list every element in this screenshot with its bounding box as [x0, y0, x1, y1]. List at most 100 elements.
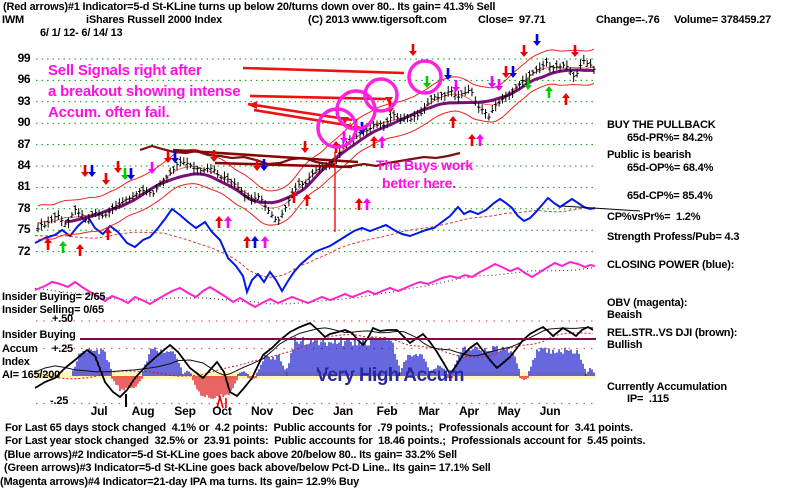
insider-buying-count: Insider Buying= 2/65: [2, 291, 106, 303]
sell-arrow: [148, 162, 156, 174]
buy-pullback-note: BUY THE PULLBACK: [607, 119, 716, 131]
obv-label: OBV (magenta):: [607, 297, 688, 309]
price-tick-label: 99: [17, 51, 31, 65]
price-tick-label: 78: [17, 200, 31, 215]
buy-arrow: [251, 236, 259, 248]
month-tick-label: Oct: [212, 404, 232, 418]
buy-arrow: [303, 194, 312, 206]
sell-arrow: [533, 34, 541, 46]
buy-arrow: [290, 191, 299, 203]
sell-arrow: [210, 150, 218, 162]
copyright: (C) 2013 www.tigersoft.com: [308, 14, 447, 26]
footer-magenta-arrows-legend: (Magenta arrows)#4 Indicator=21-day IPA …: [0, 476, 360, 488]
price-tick-label: 87: [17, 136, 31, 151]
sell-arrow: [127, 168, 135, 180]
rel-str-label: REL.STR..VS DJI (brown):: [607, 327, 738, 339]
annotation-sell-signals-1: Sell Signals right after: [48, 62, 202, 79]
footer-year-stats: For Last year stock changed 32.5% or 23.…: [5, 435, 646, 447]
breakout-circle-annotation: [407, 59, 443, 95]
month-tick-label: Jul: [90, 404, 108, 418]
price-tick-label: 93: [17, 93, 31, 108]
buy-arrow: [224, 216, 232, 228]
sell-arrow: [253, 159, 261, 171]
sell-arrow: [340, 131, 349, 143]
buy-arrow: [562, 93, 570, 105]
buy-arrow: [355, 198, 364, 210]
insider-buying-label: Insider Buying: [2, 329, 76, 341]
month-tick-label: Mar: [418, 404, 440, 418]
cp-vs-pr: CP%vsPr%= 1.2%: [607, 211, 701, 223]
sell-arrow: [495, 79, 504, 91]
insider-selling-count: Insider Selling= 0/65: [2, 304, 104, 316]
ai-value: AI= 165/200: [2, 369, 61, 381]
accum-label: Accum: [2, 343, 38, 355]
sell-arrow: [171, 151, 179, 163]
sell-arrow: [488, 76, 497, 88]
sell-arrow: [444, 68, 453, 80]
closing-power-label: CLOSING POWER (blue):: [607, 259, 735, 271]
sell-arrow: [502, 66, 511, 78]
month-tick-label: Apr: [458, 404, 480, 418]
sell-arrow: [409, 44, 418, 56]
sell-arrow: [102, 173, 110, 185]
close-value: Close= 97.71: [478, 14, 546, 26]
buy-arrow: [59, 241, 67, 253]
sell-arrow: [260, 159, 269, 171]
annotation-sell-signals-3: Accum. often fail.: [48, 104, 170, 121]
footer-blue-arrows-legend: (Blue arrows)#2 Indicator=5-d St-KLine g…: [4, 449, 457, 461]
buy-arrow: [104, 228, 112, 240]
obv-state: Beaish: [607, 309, 642, 321]
ticker-symbol: IWM: [2, 14, 25, 26]
price-tick-label: 72: [17, 243, 31, 258]
buy-arrow: [468, 134, 477, 146]
price-tick-label: 96: [17, 72, 31, 87]
sell-arrow: [524, 78, 532, 90]
sell-arrow: [423, 76, 432, 88]
sell-arrow: [81, 165, 89, 177]
sell-arrow: [114, 161, 122, 173]
buy-arrow: [378, 136, 387, 148]
month-tick-label: Dec: [292, 404, 314, 418]
accum-level-minus25: -.25: [50, 395, 69, 407]
indicator1-legend: (Red arrows)#1 Indicator=5-d St-KLine tu…: [3, 1, 496, 13]
breakout-circle-annotation: [363, 77, 399, 113]
buy-arrow: [476, 134, 485, 146]
index-name: iShares Russell 2000 Index: [86, 14, 223, 26]
price-tick-label: 90: [17, 115, 31, 130]
month-tick-label: Feb: [376, 404, 398, 418]
index-label: Index: [2, 356, 30, 368]
currently-accumulation: Currently Accumulation: [607, 381, 727, 393]
volume-value: Volume= 378459.27: [674, 14, 771, 26]
accum-level-plus25: +.25: [52, 343, 73, 355]
sell-arrow: [452, 80, 461, 92]
buy-arrow: [363, 198, 372, 210]
month-tick-label: Jan: [332, 404, 354, 418]
buy-arrow: [545, 86, 553, 98]
strength-ratio: Strength Profess/Pub= 4.3: [607, 231, 740, 243]
cp-percent: 65d-CP%= 85.4%: [627, 190, 713, 202]
date-range: 6/ 1/ 12- 6/ 14/ 13: [40, 27, 123, 39]
sell-arrow: [509, 66, 517, 78]
buy-arrow: [449, 116, 458, 128]
footer-65day-stats: For Last 65 days stock changed 4.1% or 4…: [5, 422, 633, 434]
sell-arrow: [121, 168, 129, 180]
price-tick-label: 81: [17, 179, 31, 194]
buy-arrow: [243, 236, 251, 248]
rel-str-state: Bullish: [607, 339, 643, 351]
buy-arrow: [261, 236, 270, 248]
buy-arrow: [370, 136, 379, 148]
footer-green-arrows-legend: (Green arrows)#3 Indicator=5-d St-KLine …: [4, 462, 491, 474]
sell-arrow: [571, 45, 579, 57]
change-value: Change=-.76: [596, 14, 660, 26]
sell-arrow: [88, 165, 96, 177]
annotation-buys-work-1: The Buys work: [376, 157, 473, 173]
buy-arrow: [76, 244, 84, 256]
month-tick-label: Jun: [539, 404, 561, 418]
annotation-buys-work-2: better here.: [382, 175, 456, 191]
month-tick-label: May: [497, 404, 521, 418]
buy-arrow: [215, 216, 223, 228]
public-bearish-note: Public is bearish: [607, 149, 692, 161]
sell-arrow: [301, 141, 310, 153]
